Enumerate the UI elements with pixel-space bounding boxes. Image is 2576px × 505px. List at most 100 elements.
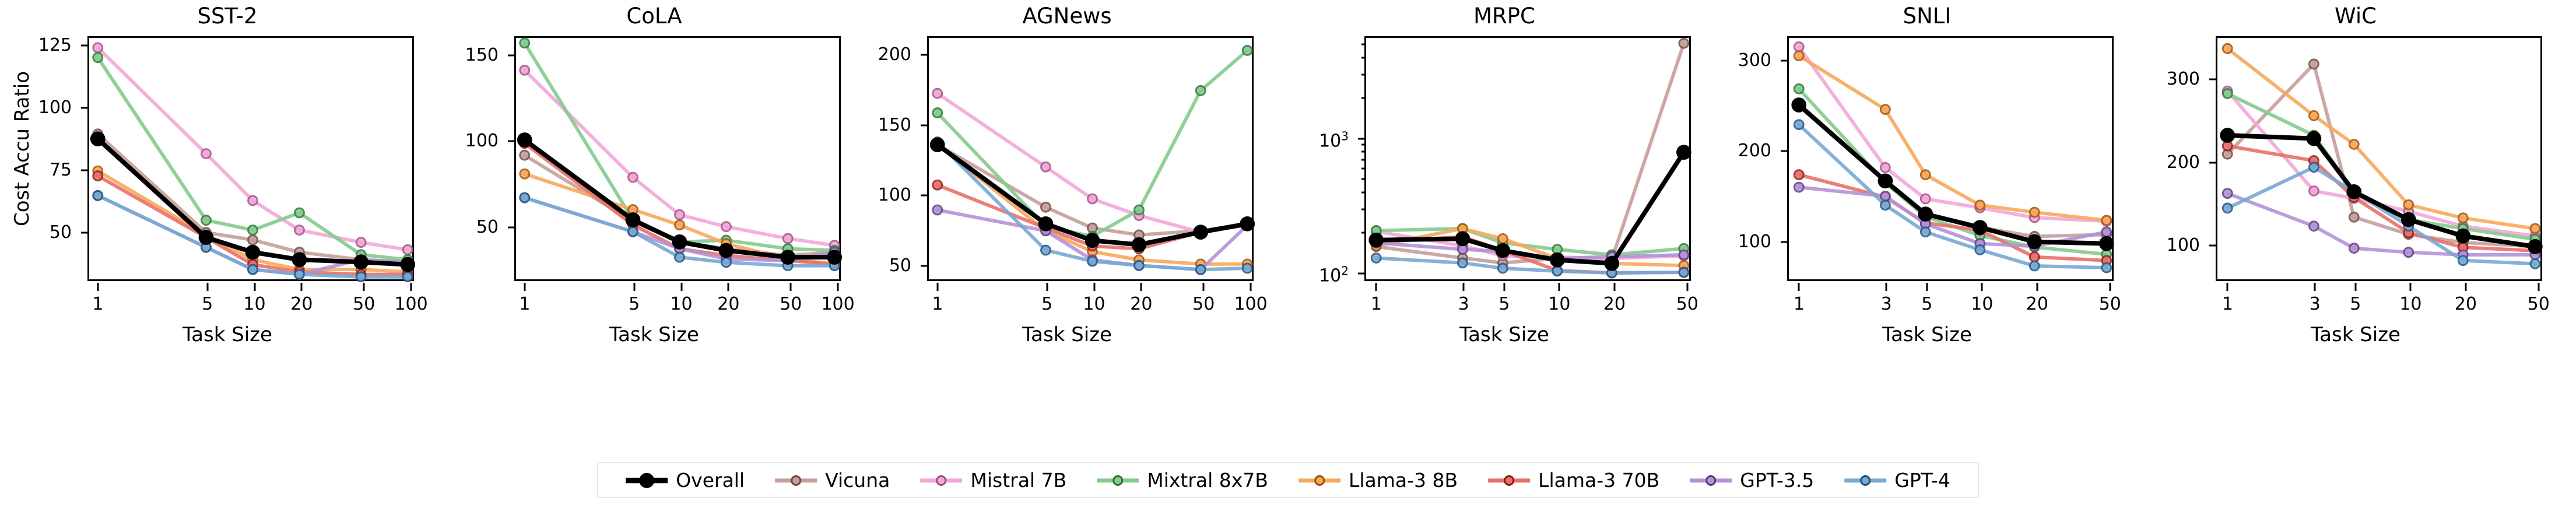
- legend-item-llama-3-70b[interactable]: Llama-3 70B: [1473, 469, 1675, 492]
- data-point: [625, 212, 641, 227]
- data-point: [1495, 243, 1511, 258]
- x-tick-mark: [2409, 283, 2412, 291]
- x-tick-mark: [1798, 283, 1800, 291]
- legend-marker-icon: [626, 472, 668, 489]
- x-tick-mark: [1046, 283, 1048, 291]
- data-point: [2308, 110, 2319, 121]
- x-tick-mark: [936, 283, 939, 291]
- x-tick-label: 20: [290, 294, 313, 314]
- x-tick-label: 5: [1498, 294, 1510, 314]
- series-gpt-4: [92, 190, 413, 283]
- y-tick-mark: [921, 124, 929, 127]
- x-tick-mark: [524, 283, 526, 291]
- data-point: [92, 190, 104, 201]
- x-tick-label: 1: [519, 294, 531, 314]
- data-point: [247, 234, 258, 246]
- data-point: [2529, 223, 2541, 234]
- subplot-grid: SST-2 50 75 100 125 1 5 10 20 50 100 Task Size CoLA 5…: [23, 0, 2550, 443]
- x-tick-mark: [254, 283, 255, 291]
- plot-area: 50 100 150 200 1 5 10 20 50 100: [878, 36, 1268, 313]
- legend-marker-icon: [1690, 472, 1732, 489]
- x-tick-mark: [1686, 283, 1689, 291]
- series-overall: [2220, 128, 2543, 254]
- x-tick-label: 1: [1370, 294, 1382, 314]
- y-tick-label: 103: [1319, 129, 1349, 152]
- x-tick-label: 10: [1083, 294, 1105, 314]
- data-point: [400, 257, 416, 272]
- data-point: [1877, 173, 1893, 189]
- y-tick-minor: [1361, 159, 1366, 161]
- y-tick-mark: [921, 54, 929, 56]
- x-tick-label: 10: [243, 294, 266, 314]
- legend-item-gpt-3-5[interactable]: GPT-3.5: [1675, 469, 1829, 492]
- data-point: [1919, 193, 1931, 205]
- x-tick-label: 3: [2309, 294, 2321, 314]
- data-point: [1133, 259, 1145, 271]
- series-mixtral-8x7b: [92, 52, 413, 265]
- subplot-sst-2: SST-2 50 75 100 125 1 5 10 20 50 100 Task Size: [23, 0, 431, 443]
- subplot-mrpc: MRPC 102 103 1 3 5 10 20 50 Task Size: [1300, 0, 1708, 443]
- data-point: [2457, 255, 2469, 266]
- data-point: [2348, 139, 2360, 150]
- data-point: [294, 207, 305, 219]
- data-point: [932, 179, 943, 191]
- x-axis-title: Task Size: [1022, 323, 1112, 346]
- legend-item-gpt-4[interactable]: GPT-4: [1829, 469, 1966, 492]
- series-vicuna: [1370, 37, 1690, 269]
- subplot-title: CoLA: [626, 3, 682, 29]
- y-tick-label: 100: [878, 185, 911, 206]
- data-point: [1918, 206, 1933, 222]
- y-tick-mark: [2209, 162, 2217, 164]
- subplot-title: MRPC: [1473, 3, 1535, 29]
- data-point: [1368, 232, 1384, 248]
- x-axis-title: Task Size: [609, 323, 699, 346]
- data-point: [2308, 220, 2319, 232]
- data-point: [294, 269, 305, 280]
- y-tick-minor: [1361, 143, 1366, 146]
- data-point: [92, 170, 104, 181]
- data-point: [674, 251, 685, 263]
- data-point: [201, 215, 212, 226]
- y-tick-mark: [1781, 59, 1789, 62]
- data-point: [1131, 237, 1147, 253]
- data-point: [782, 233, 794, 244]
- legend-marker-icon: [1844, 472, 1887, 489]
- legend-item-mistral-7b[interactable]: Mistral 7B: [905, 469, 1082, 492]
- y-tick-minor: [1361, 150, 1366, 153]
- data-point: [1038, 216, 1054, 232]
- legend-item-overall[interactable]: Overall: [610, 469, 760, 492]
- data-point: [2028, 260, 2040, 272]
- data-point: [294, 225, 305, 236]
- x-tick-mark: [410, 283, 412, 291]
- series-gpt-4: [1793, 119, 2112, 273]
- y-tick-label: 100: [2166, 234, 2200, 255]
- y-tick-mark: [1358, 272, 1366, 275]
- y-tick-label: 200: [1738, 141, 1771, 162]
- y-tick-minor: [1361, 208, 1366, 211]
- legend-item-llama-3-8b[interactable]: Llama-3 8B: [1283, 469, 1473, 492]
- y-tick-minor: [1361, 97, 1366, 99]
- data-point: [519, 149, 531, 161]
- data-point: [932, 107, 943, 118]
- legend-item-mixtral-8x7b[interactable]: Mixtral 8x7B: [1082, 469, 1283, 492]
- legend: Overall Vicuna Mistral 7B Mixtral 8x7B Llama…: [597, 462, 1979, 498]
- data-point: [1919, 226, 1931, 238]
- data-point: [1974, 244, 1986, 255]
- y-tick-minor: [1361, 43, 1366, 45]
- series-overall: [929, 137, 1255, 253]
- subplot-title: WiC: [2335, 3, 2377, 29]
- data-point: [2308, 58, 2319, 70]
- x-axis-title: Task Size: [183, 323, 272, 346]
- x-tick-label: 100: [394, 294, 428, 314]
- x-tick-mark: [1202, 283, 1205, 291]
- data-point: [2221, 88, 2233, 99]
- data-point: [1919, 169, 1931, 180]
- x-tick-label: 50: [1676, 294, 1698, 314]
- y-tick-label: 100: [38, 97, 72, 118]
- y-tick-mark: [1781, 241, 1789, 243]
- legend-item-vicuna[interactable]: Vicuna: [760, 469, 905, 492]
- y-tick-mark: [508, 54, 516, 57]
- data-point: [2101, 226, 2112, 238]
- data-point: [519, 37, 531, 49]
- data-point: [2308, 185, 2319, 197]
